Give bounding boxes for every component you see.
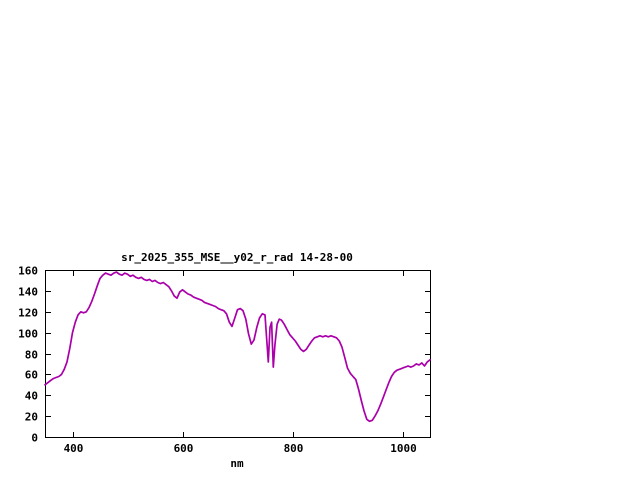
chart-plot-area: 400 600 800 1000 0 20 40 60 80 100 120 140 160 <box>18 265 431 455</box>
y-tick-label: 0 <box>31 432 38 445</box>
x-tick-label: 400 <box>64 442 84 455</box>
plot-border <box>45 270 431 438</box>
y-tick-label: 40 <box>25 390 38 403</box>
x-tick-label: 800 <box>284 442 304 455</box>
y-tick-label: 20 <box>25 411 38 424</box>
y-tick-label: 60 <box>25 369 38 382</box>
x-tick-label: 1000 <box>390 442 417 455</box>
y-tick-label: 160 <box>18 265 38 278</box>
x-tick-label: 600 <box>174 442 194 455</box>
y-tick-label: 120 <box>18 307 38 320</box>
y-tick-label: 80 <box>25 349 38 362</box>
y-tick-label: 100 <box>18 328 38 341</box>
y-tick-label: 140 <box>18 286 38 299</box>
x-axis-label: nm <box>230 457 244 470</box>
spectrum-series-line <box>44 271 431 423</box>
chart-title: sr_2025_355_MSE__y02_r_rad 14-28-00 <box>121 251 353 264</box>
